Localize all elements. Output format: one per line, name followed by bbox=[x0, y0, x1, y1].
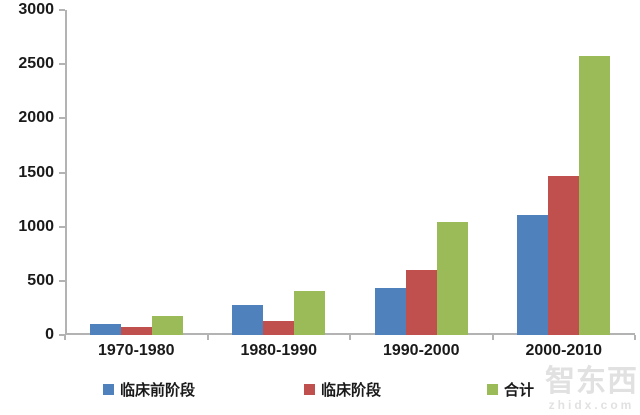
y-tick-mark bbox=[59, 63, 65, 66]
x-axis-label-1980-1990: 1980-1990 bbox=[240, 342, 317, 359]
bar-临床前阶段-1990-2000 bbox=[374, 287, 406, 335]
bar-group-1990-2000 bbox=[350, 10, 493, 335]
y-tick-mark bbox=[59, 117, 65, 120]
y-tick-label-500: 500 bbox=[27, 271, 54, 289]
bar-临床阶段-1990-2000 bbox=[405, 270, 437, 335]
bar-合计-1970-1980 bbox=[151, 316, 183, 335]
y-tick-label-3000: 3000 bbox=[18, 1, 54, 18]
y-tick-label-1000: 1000 bbox=[18, 217, 54, 235]
y-tick-mark bbox=[59, 9, 65, 11]
y-tick-label-1500: 1500 bbox=[18, 163, 54, 181]
bar-group-1980-1990 bbox=[208, 10, 351, 335]
y-tick-label-2500: 2500 bbox=[18, 55, 54, 73]
legend-label: 临床前阶段 bbox=[120, 382, 196, 399]
legend-swatch-icon bbox=[103, 384, 114, 395]
y-tick-mark bbox=[59, 171, 65, 174]
bar-合计-2000-2010 bbox=[579, 56, 611, 335]
bar-临床前阶段-1980-1990 bbox=[232, 304, 264, 335]
bar-合计-1980-1990 bbox=[294, 290, 326, 335]
legend-item-临床前阶段: 临床前阶段 bbox=[103, 379, 195, 400]
y-tick-mark bbox=[59, 225, 65, 228]
bar-临床前阶段-1970-1980 bbox=[89, 323, 121, 335]
watermark-url: zhidx.com bbox=[548, 398, 635, 412]
legend-swatch-icon bbox=[487, 384, 498, 395]
watermark: 智东西 zhidx.com bbox=[545, 365, 638, 412]
bar-临床阶段-1970-1980 bbox=[120, 327, 152, 335]
bar-临床阶段-2000-2010 bbox=[548, 175, 580, 335]
x-axis-label-1990-2000: 1990-2000 bbox=[382, 342, 460, 359]
bar-临床阶段-1980-1990 bbox=[263, 320, 295, 335]
plot-area bbox=[65, 10, 635, 335]
x-tick-mark bbox=[349, 335, 351, 340]
x-tick-mark bbox=[634, 335, 636, 340]
y-tick-mark bbox=[59, 279, 65, 282]
legend-swatch-icon bbox=[304, 384, 315, 395]
y-tick-label-0: 0 bbox=[45, 326, 54, 343]
y-tick-mark bbox=[59, 334, 65, 336]
legend-label: 合计 bbox=[504, 382, 535, 399]
x-axis-label-2000-2010: 2000-2010 bbox=[525, 342, 602, 359]
legend-item-合计: 合计 bbox=[487, 379, 534, 400]
y-tick-label-2000: 2000 bbox=[18, 109, 54, 127]
bar-group-1970-1980 bbox=[65, 10, 208, 335]
x-tick-mark bbox=[64, 335, 66, 340]
legend-item-临床阶段: 临床阶段 bbox=[304, 379, 381, 400]
watermark-brand: 智东西 bbox=[545, 365, 638, 398]
bar-合计-1990-2000 bbox=[436, 222, 468, 335]
x-axis-label-1970-1980: 1970-1980 bbox=[97, 342, 175, 359]
legend-label: 临床阶段 bbox=[321, 382, 382, 399]
legend: 临床前阶段 临床阶段 合计 bbox=[0, 379, 640, 399]
x-tick-mark bbox=[491, 335, 494, 340]
bar-group-2000-2010 bbox=[493, 10, 636, 335]
x-tick-mark bbox=[206, 335, 209, 340]
bar-临床前阶段-2000-2010 bbox=[517, 215, 549, 335]
